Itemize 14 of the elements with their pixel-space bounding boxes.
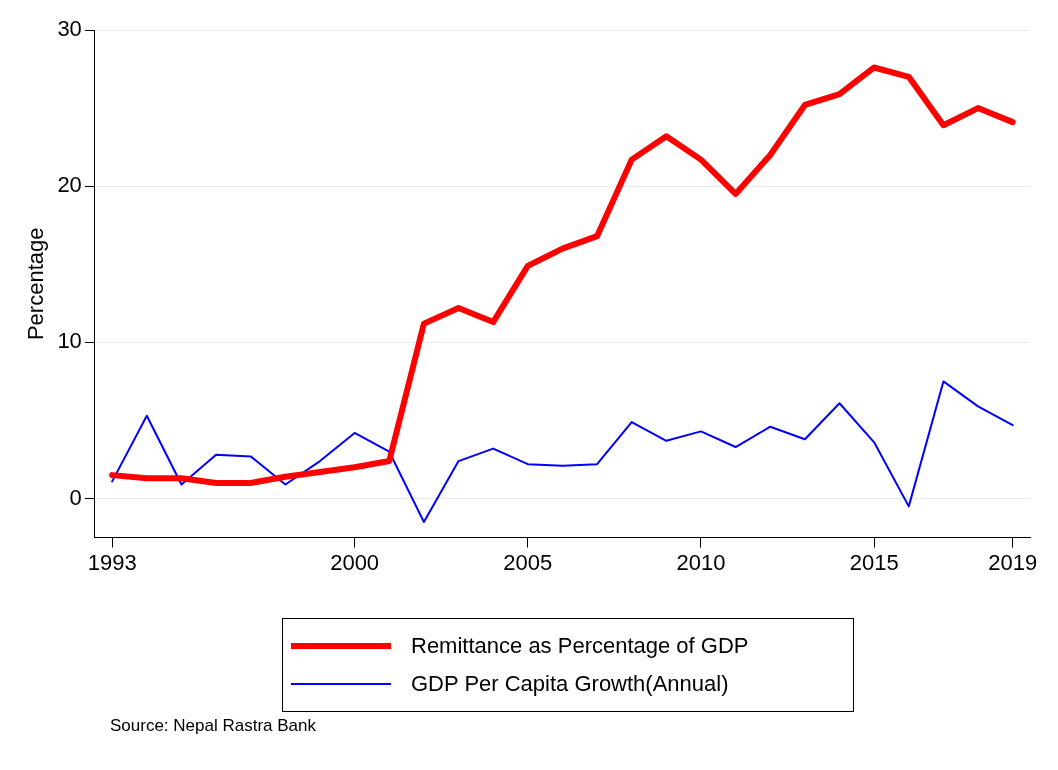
y-tick-label: 30 — [57, 16, 82, 42]
x-tick-label: 2005 — [503, 549, 553, 575]
y-tick-label: 10 — [57, 328, 82, 354]
x-tick-label: 2015 — [849, 549, 899, 575]
legend-label: GDP Per Capita Growth(Annual) — [411, 671, 729, 697]
y-axis-title: Percentage — [23, 227, 49, 341]
y-tick-label: 0 — [69, 484, 82, 510]
x-tick-label: 2019 — [988, 549, 1038, 575]
x-tick-label: 2010 — [676, 549, 726, 575]
x-tick-label: 2000 — [330, 549, 380, 575]
y-tick-label: 20 — [57, 172, 82, 198]
x-tick-label: 1993 — [87, 549, 137, 575]
source-note: Source: Nepal Rastra Bank — [110, 716, 316, 736]
legend-label: Remittance as Percentage of GDP — [411, 633, 749, 659]
